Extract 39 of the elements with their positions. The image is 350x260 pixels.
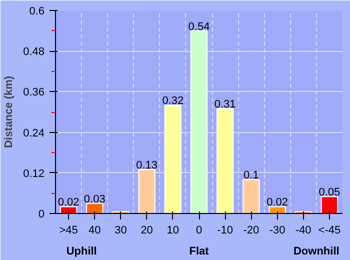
text: Uphill: [66, 246, 97, 258]
bar: [320, 196, 338, 214]
y-tick-label: 0.24: [23, 127, 45, 140]
x-tick-label: 0: [196, 224, 202, 236]
bar: [190, 30, 208, 214]
x-tick-label: >45: [59, 224, 78, 236]
x-tick-label: 10: [166, 224, 180, 236]
data-label: 0.13: [136, 160, 158, 172]
bar: [242, 179, 260, 214]
data-label: 0.32: [162, 95, 184, 108]
text: Flat: [189, 246, 210, 258]
y-tick-label: 0.12: [23, 168, 45, 180]
y-tick-label: 0.48: [23, 46, 45, 58]
x-tick-label: -20: [243, 224, 260, 236]
data-label: 0.02: [58, 196, 80, 209]
x-tick-label: -10: [217, 224, 234, 236]
data-label: 0.02: [266, 196, 288, 209]
x-tick-label: -40: [295, 224, 312, 236]
x-tick-label: 40: [88, 224, 101, 236]
y-tick-label: 0.6: [29, 6, 45, 18]
x-tick-label: 20: [140, 224, 153, 236]
x-tick-label: <-45: [318, 224, 341, 236]
x-tick-label: -30: [269, 224, 286, 236]
y-axis-title: Distance (km): [3, 76, 16, 148]
data-label: 0.54: [188, 20, 210, 33]
data-label: 0.03: [84, 193, 106, 206]
x-tick-label: 30: [114, 224, 127, 236]
data-label: 0.31: [214, 98, 236, 111]
text: Downhill: [293, 246, 340, 258]
bar: [86, 202, 104, 214]
bar: [60, 206, 78, 214]
data-label: 0.1: [244, 170, 259, 182]
data-label: 0.05: [318, 186, 340, 199]
bar: [268, 206, 286, 214]
y-tick-label: 0.36: [23, 86, 45, 99]
y-tick-label: 0: [38, 208, 45, 220]
bar: [164, 104, 182, 214]
bar: [138, 169, 156, 214]
bar: [216, 108, 234, 214]
